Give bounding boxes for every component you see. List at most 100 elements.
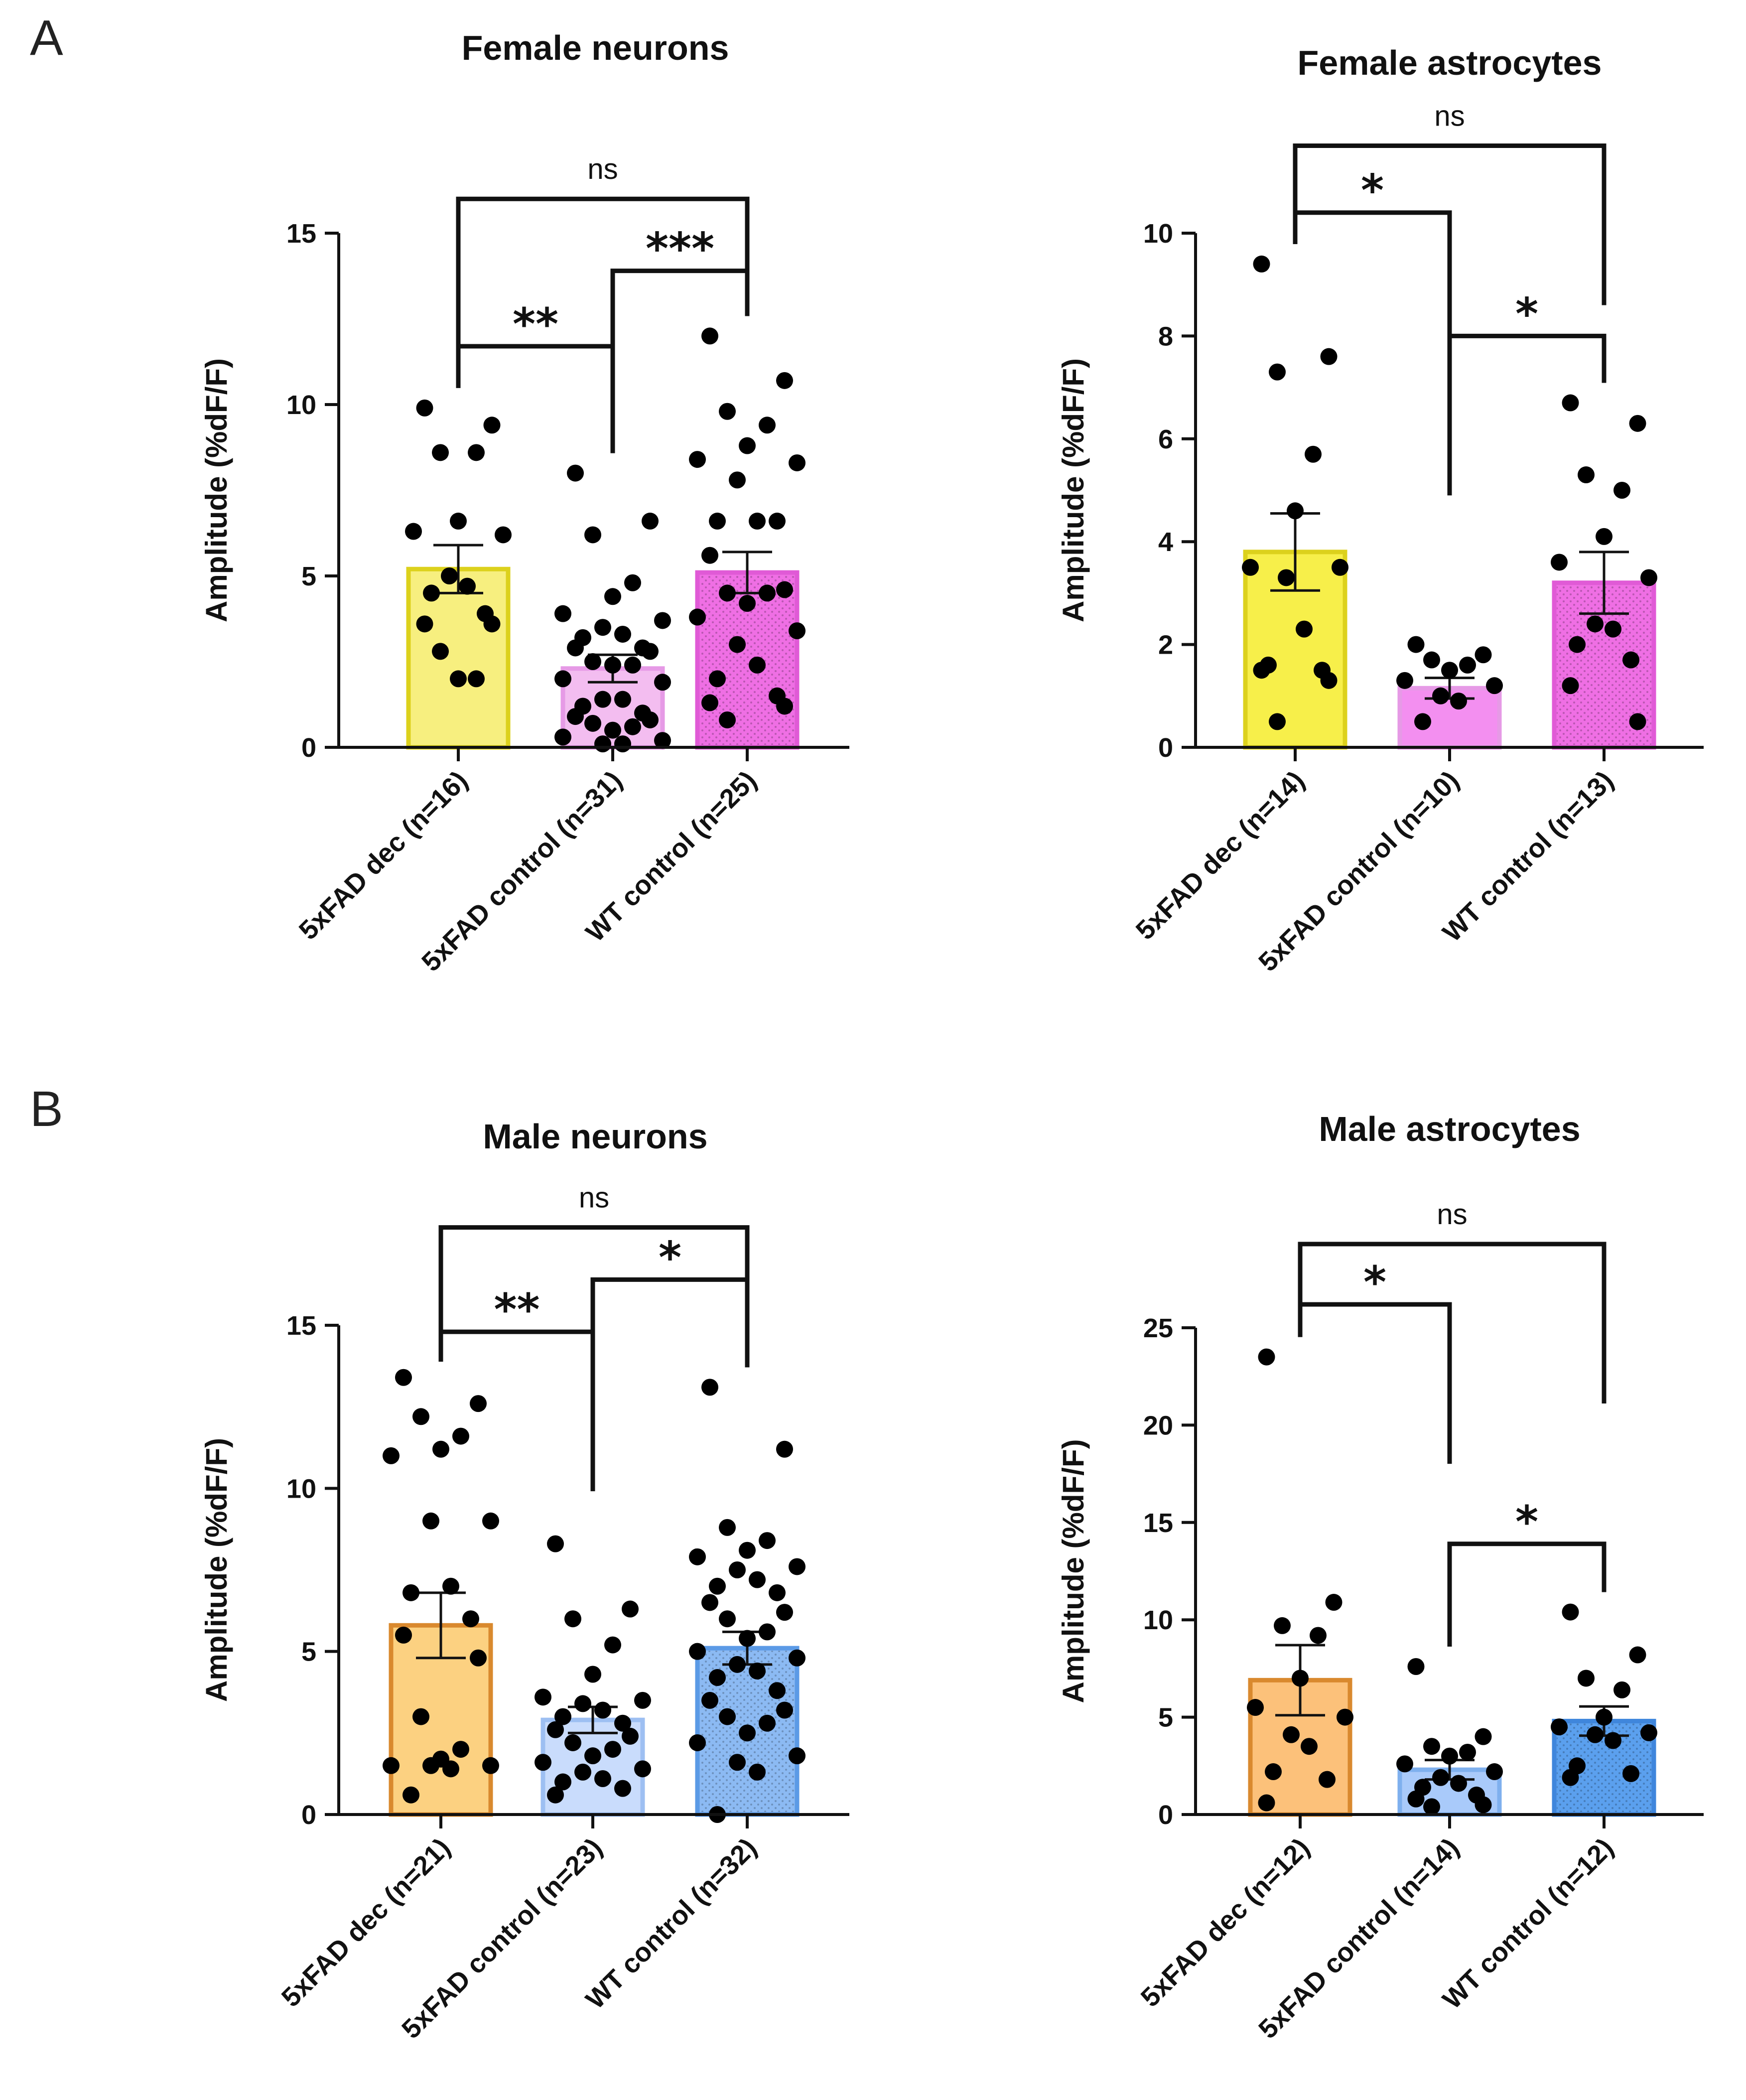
- data-point: [1578, 466, 1595, 484]
- data-point: [689, 451, 706, 468]
- data-point: [483, 615, 501, 633]
- data-point: [1407, 636, 1425, 653]
- data-point: [776, 698, 793, 715]
- significance-bracket: [456, 196, 750, 359]
- y-tick-label: 10: [1143, 219, 1173, 249]
- data-point: [416, 399, 433, 417]
- data-point: [604, 1636, 621, 1654]
- data-point: [614, 735, 631, 753]
- significance-label: *: [1515, 288, 1538, 339]
- x-tick-label: 5xFAD dec (n=12): [1135, 1832, 1316, 2013]
- data-point: [739, 437, 756, 454]
- data-point: [1274, 1617, 1291, 1634]
- data-point: [1310, 1627, 1327, 1644]
- data-point: [739, 1724, 756, 1742]
- significance-bracket: [1293, 143, 1607, 305]
- data-point: [1423, 651, 1440, 669]
- data-point: [776, 1604, 793, 1621]
- data-point: [719, 584, 736, 602]
- x-tick-label: 5xFAD dec (n=16): [293, 765, 474, 946]
- data-point: [483, 417, 501, 434]
- chart-title: Male astrocytes: [1319, 1110, 1580, 1148]
- data-point: [789, 454, 806, 471]
- data-point: [564, 1734, 581, 1751]
- significance-label: *: [1515, 1496, 1538, 1547]
- data-point: [1407, 1658, 1425, 1675]
- data-point: [452, 1427, 469, 1445]
- data-point: [452, 1741, 469, 1758]
- data-point: [564, 1610, 581, 1628]
- y-tick-label: 10: [1143, 1605, 1173, 1635]
- data-point: [1305, 445, 1322, 463]
- chart-title: Female astrocytes: [1298, 43, 1602, 82]
- data-point: [412, 1408, 429, 1425]
- data-point: [584, 653, 601, 670]
- data-point: [654, 612, 671, 629]
- data-point: [1475, 1728, 1492, 1745]
- data-point: [749, 656, 766, 674]
- data-point: [1423, 1738, 1440, 1755]
- data-point: [689, 1643, 706, 1660]
- y-tick-label: 2: [1158, 630, 1173, 660]
- x-tick-label: WT control (n=13): [1437, 765, 1619, 948]
- data-point: [749, 1662, 766, 1680]
- data-point: [749, 1763, 766, 1781]
- data-point: [729, 636, 746, 653]
- significance-bracket: [456, 344, 615, 453]
- data-point: [594, 1770, 611, 1787]
- data-point: [450, 670, 467, 688]
- data-point: [739, 595, 756, 612]
- data-point: [1253, 255, 1270, 273]
- data-point: [1486, 677, 1503, 695]
- y-tick-label: 5: [301, 1637, 316, 1667]
- data-point: [729, 1561, 746, 1578]
- y-tick-label: 0: [301, 733, 316, 763]
- data-point: [1562, 1769, 1579, 1786]
- data-point: [535, 1754, 551, 1771]
- data-point: [709, 1577, 726, 1595]
- data-point: [624, 718, 641, 735]
- data-point: [1613, 1681, 1630, 1698]
- data-point: [776, 372, 793, 389]
- panel-letter-a: A: [30, 10, 63, 66]
- data-point: [1407, 1790, 1425, 1808]
- data-point: [1587, 1726, 1604, 1743]
- y-tick-label: 15: [286, 1311, 316, 1341]
- data-point: [574, 1695, 591, 1712]
- data-point: [1301, 1738, 1318, 1755]
- data-point: [547, 1721, 564, 1738]
- y-tick-label: 0: [1158, 1800, 1173, 1830]
- data-point: [1629, 713, 1646, 730]
- data-point: [719, 1708, 736, 1725]
- data-point: [719, 1610, 736, 1628]
- data-point: [622, 1600, 639, 1618]
- data-point: [604, 721, 621, 739]
- data-point: [634, 1691, 651, 1709]
- data-point: [709, 1669, 726, 1686]
- data-point: [709, 670, 726, 688]
- data-point: [554, 670, 571, 688]
- data-point: [1432, 687, 1449, 704]
- y-tick-label: 20: [1143, 1410, 1173, 1440]
- data-point: [1258, 1348, 1275, 1366]
- data-point: [654, 674, 671, 691]
- y-tick-label: 15: [1143, 1508, 1173, 1538]
- data-point: [1486, 1763, 1503, 1781]
- data-point: [594, 735, 611, 753]
- data-point: [689, 1734, 706, 1751]
- data-point: [689, 1548, 706, 1565]
- data-point: [719, 403, 736, 420]
- data-point: [1629, 415, 1646, 432]
- data-point: [459, 577, 476, 595]
- data-point: [405, 523, 422, 540]
- significance-label: *: [1363, 1257, 1386, 1308]
- data-point: [654, 732, 671, 749]
- data-point: [584, 714, 601, 732]
- data-point: [482, 1512, 499, 1530]
- significance-label: ***: [646, 223, 714, 275]
- y-tick-label: 6: [1158, 424, 1173, 454]
- data-point: [1605, 620, 1621, 638]
- data-point: [1629, 1646, 1646, 1664]
- data-point: [614, 1780, 631, 1797]
- data-point: [1450, 1775, 1467, 1792]
